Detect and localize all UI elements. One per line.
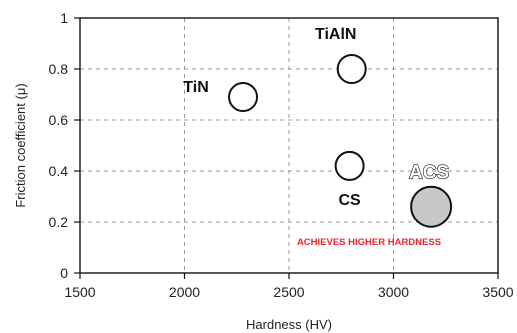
y-axis-title: Friction coefficient (μ) [13,83,28,207]
y-tick-label: 1 [60,10,68,26]
x-tick-label: 2500 [273,284,304,300]
point-label-acs: ACS [409,163,449,184]
x-tick-label: 3000 [378,284,409,300]
data-point-acs [410,185,453,228]
y-tick-label: 0.2 [49,214,69,230]
data-point-tin [228,82,259,113]
y-tick-label: 0 [60,265,68,281]
x-tick-label: 3500 [482,284,513,300]
point-label-tialn: TiAlN [315,26,356,43]
point-label-cs: CS [338,192,361,209]
y-tick-label: 0.6 [49,112,69,128]
x-tick-label: 2000 [169,284,200,300]
x-tick-label: 1500 [64,284,95,300]
data-points [228,54,453,228]
annotation-text: ACHIEVES HIGHER HARDNESS [297,237,441,248]
x-axis-title: Hardness (HV) [246,317,332,332]
x-tick-labels: 1500 2000 2500 3000 3500 [64,273,514,300]
grid-lines [80,18,498,273]
data-point-cs [334,150,365,181]
y-tick-labels: 0 0.2 0.4 0.6 0.8 1 [49,10,80,281]
y-tick-label: 0.4 [49,163,69,179]
y-tick-label: 0.8 [49,61,69,77]
point-label-tin: TiN [183,79,208,96]
data-point-tialn [336,54,367,84]
point-labels: TiN TiAlN CS ACS [183,26,450,209]
